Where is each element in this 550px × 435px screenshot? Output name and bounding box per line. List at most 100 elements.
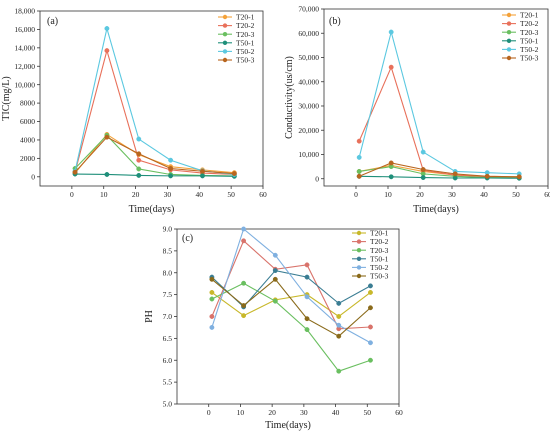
- data-point: [241, 238, 247, 244]
- x-tick-label: 30: [448, 190, 456, 199]
- data-point: [368, 305, 373, 311]
- legend-label: T50-1: [370, 254, 389, 263]
- y-tick-label: 70,000: [298, 5, 319, 14]
- legend-marker: [222, 40, 228, 45]
- x-axis-label: Time(days): [265, 420, 311, 431]
- x-tick-label: 40: [196, 190, 204, 199]
- x-tick-label: 40: [332, 408, 340, 417]
- y-tick-label: 9.0: [163, 225, 173, 234]
- x-tick-label: 30: [300, 408, 308, 417]
- y-tick-label: 60,000: [298, 29, 319, 38]
- y-tick-label: 14,000: [14, 43, 35, 52]
- y-tick-label: 6000: [20, 117, 35, 126]
- x-axis-label: Time(days): [413, 204, 459, 215]
- data-point: [368, 324, 373, 330]
- data-point: [209, 276, 215, 282]
- data-point: [420, 149, 426, 155]
- y-axis-label: Conductivity(us/cm): [284, 56, 295, 139]
- y-tick-label: 5.0: [163, 400, 173, 409]
- data-point: [168, 157, 174, 163]
- x-tick-label: 30: [164, 190, 172, 199]
- legend-label: T50-2: [236, 47, 255, 56]
- data-point: [272, 252, 278, 258]
- y-tick-label: 20,000: [298, 126, 319, 135]
- data-point: [136, 136, 142, 142]
- legend-marker: [356, 273, 362, 279]
- legend-marker: [506, 38, 512, 43]
- data-point: [136, 166, 142, 172]
- legend-label: T20-3: [370, 246, 389, 255]
- y-tick-label: 30,000: [298, 102, 319, 111]
- y-tick-label: 40,000: [298, 77, 319, 86]
- chart-panel-1: 0 10 20 30 40 50 60 0 10,000 20,000 30,000 40,000 50…: [284, 5, 550, 215]
- legend-marker: [356, 248, 362, 253]
- data-point: [452, 171, 458, 177]
- data-point: [209, 324, 215, 330]
- legend-label: T50-1: [236, 38, 255, 47]
- series-line-t20-1: [74, 133, 235, 174]
- legend-label: T50-2: [370, 263, 389, 272]
- x-tick-label: 60: [544, 190, 550, 199]
- x-tick-label: 20: [132, 190, 140, 199]
- data-point: [516, 174, 522, 180]
- data-point: [241, 226, 247, 232]
- data-point: [136, 172, 142, 178]
- legend-marker: [356, 239, 362, 244]
- x-axis-label: Time(days): [129, 204, 175, 215]
- data-point: [368, 289, 373, 295]
- legend-label: T20-2: [520, 19, 539, 28]
- legend-label: T20-2: [236, 21, 255, 30]
- legend-label: T50-3: [370, 272, 389, 281]
- y-tick-label: 10,000: [298, 150, 319, 159]
- series-line-t50-2: [74, 28, 235, 176]
- x-tick-label: 10: [384, 190, 392, 199]
- y-tick-label: 8000: [20, 99, 35, 108]
- series-line-t50-1: [211, 269, 371, 308]
- legend-label: T20-3: [520, 28, 539, 37]
- data-point: [104, 172, 110, 177]
- data-point: [356, 169, 362, 174]
- y-tick-label: 4000: [20, 136, 35, 145]
- x-tick-label: 20: [268, 408, 276, 417]
- chart-panel-0: 0 10 20 30 40 50 60 0 2000 4000 6000 8000 10,000 12,0…: [1, 7, 267, 215]
- data-point: [368, 357, 373, 363]
- legend-marker: [506, 12, 512, 18]
- legend-label: T20-1: [370, 229, 389, 238]
- x-tick-label: 0: [354, 190, 358, 199]
- data-point: [336, 314, 342, 319]
- legend-marker: [356, 230, 362, 236]
- panel-label: (c): [182, 233, 193, 244]
- data-point: [336, 300, 342, 306]
- x-tick-label: 0: [70, 190, 74, 199]
- data-point: [241, 313, 247, 319]
- legend-label: T50-3: [236, 56, 255, 65]
- data-point: [484, 173, 490, 179]
- data-point: [388, 174, 394, 180]
- y-tick-label: 5.5: [163, 378, 173, 387]
- data-point: [356, 154, 362, 160]
- y-tick-label: 16,000: [14, 25, 35, 34]
- legend-label: T50-1: [520, 36, 539, 45]
- legend-label: T20-3: [236, 30, 255, 39]
- legend-marker: [506, 21, 512, 26]
- data-point: [452, 175, 458, 181]
- y-tick-label: 6.0: [163, 356, 173, 365]
- data-point: [356, 173, 362, 179]
- y-axis-label: TIC(mg/L): [1, 76, 12, 120]
- data-point: [304, 294, 310, 300]
- plot-frame: [323, 8, 549, 187]
- data-point: [200, 173, 205, 179]
- legend-marker: [222, 23, 228, 28]
- data-point: [231, 171, 237, 177]
- data-point: [136, 157, 142, 163]
- y-tick-label: 7.0: [163, 312, 173, 321]
- data-point: [304, 316, 310, 322]
- data-point: [368, 283, 373, 289]
- data-point: [104, 26, 110, 31]
- data-point: [388, 160, 394, 166]
- x-tick-label: 20: [416, 190, 424, 199]
- data-point: [104, 48, 110, 54]
- legend-marker: [356, 265, 362, 270]
- data-point: [72, 169, 78, 175]
